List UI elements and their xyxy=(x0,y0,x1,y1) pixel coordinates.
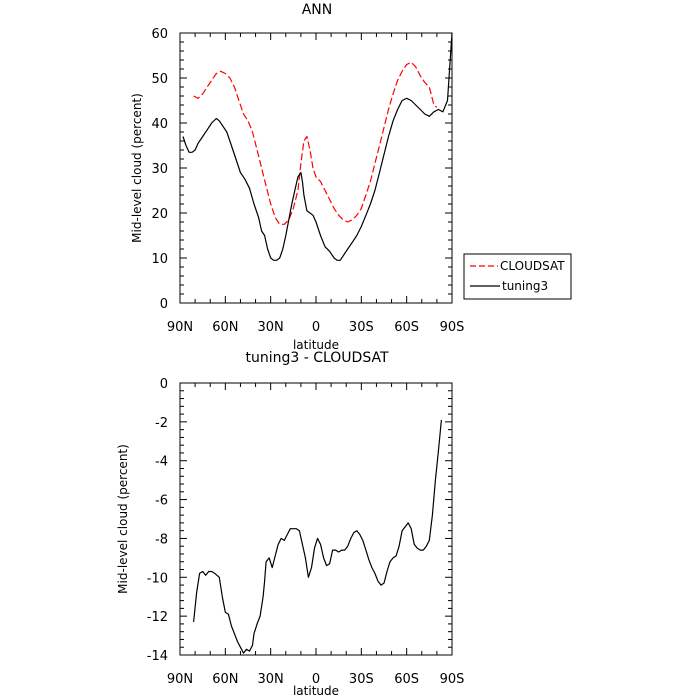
top-chart-ytick-label: 30 xyxy=(151,162,168,177)
bottom-chart-ytick-label: -10 xyxy=(147,571,168,586)
top-chart: ANN 90N 60N 30N 0 30S 60S 90S 0 10 20 30 40 50 60 lat… xyxy=(130,2,464,352)
bottom-chart-title: tuning3 - CLOUDSAT xyxy=(245,350,389,366)
bottom-chart-series xyxy=(193,419,442,654)
legend-box xyxy=(463,253,572,300)
top-chart-ytick-label: 20 xyxy=(151,207,168,222)
top-chart-title: ANN xyxy=(302,2,333,18)
bottom-chart-ytick-label: -12 xyxy=(147,610,168,625)
top-chart-ytick-label: 40 xyxy=(151,117,168,132)
top-chart-ytick-label: 50 xyxy=(151,72,168,87)
legend-label-tuning3: tuning3 xyxy=(502,279,548,293)
bottom-chart-ytick-label: -4 xyxy=(155,455,168,470)
bottom-chart-xtick-label: 90N xyxy=(167,672,193,687)
bottom-chart-xtick-label: 0 xyxy=(312,672,320,687)
top-chart-xtick-label: 30S xyxy=(349,320,374,335)
top-chart-xtick-label: 90N xyxy=(167,320,193,335)
bottom-chart-xtick-label: 60S xyxy=(394,672,419,687)
bottom-chart-ytick-label: -6 xyxy=(155,494,168,509)
top-chart-xtick-label: 30N xyxy=(258,320,284,335)
legend-label-cloudsat: CLOUDSAT xyxy=(500,259,565,273)
top-chart-ytick-label: 10 xyxy=(151,252,168,267)
top-chart-ytick-label: 0 xyxy=(160,297,168,312)
top-chart-xtick-label: 0 xyxy=(312,320,320,335)
top-chart-series xyxy=(182,32,453,261)
top-chart-ytick-label: 60 xyxy=(151,27,168,42)
top-chart-xtick-label: 90S xyxy=(440,320,465,335)
top-chart-xlabel: latitude xyxy=(293,338,339,352)
bottom-chart-ylabel: Mid-level cloud (percent) xyxy=(116,444,130,594)
top-chart-series-line-cloudsat xyxy=(193,61,438,225)
bottom-chart-xlabel: latitude xyxy=(293,684,339,698)
top-chart-xtick-label: 60N xyxy=(212,320,238,335)
bottom-chart-series-line-difference xyxy=(193,419,442,654)
bottom-chart-xtick-label: 30S xyxy=(349,672,374,687)
top-chart-axes: 90N 60N 30N 0 30S 60S 90S 0 10 20 30 40 50 60 xyxy=(151,27,464,335)
top-chart-frame xyxy=(179,32,453,304)
bottom-chart: tuning3 - CLOUDSAT 90N 60N 30N 0 30S 60S 90S -1… xyxy=(116,350,464,698)
bottom-chart-xtick-label: 30N xyxy=(258,672,284,687)
bottom-chart-ytick-label: -8 xyxy=(155,532,168,547)
bottom-chart-ytick-label: -2 xyxy=(155,416,168,431)
top-chart-xtick-label: 60S xyxy=(394,320,419,335)
bottom-chart-ytick-label: -14 xyxy=(147,649,168,664)
bottom-chart-xtick-label: 60N xyxy=(212,672,238,687)
legend: CLOUDSAT tuning3 xyxy=(463,253,572,300)
bottom-chart-axes: 90N 60N 30N 0 30S 60S 90S -14 -12 -10 -8 -6 -4 -2 0 xyxy=(147,377,465,687)
bottom-chart-frame xyxy=(179,382,453,656)
bottom-chart-xtick-label: 90S xyxy=(440,672,465,687)
top-chart-ylabel: Mid-level cloud (percent) xyxy=(130,93,144,243)
bottom-chart-ytick-label: 0 xyxy=(160,377,168,392)
top-chart-series-line-tuning3 xyxy=(182,32,453,261)
